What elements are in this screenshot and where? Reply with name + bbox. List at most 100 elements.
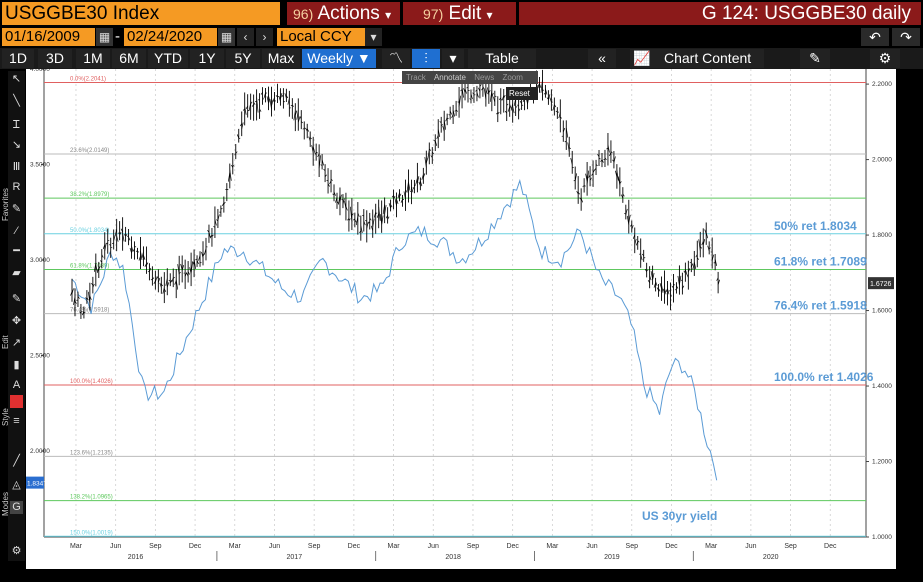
ohlc-open-tick [138, 255, 141, 261]
grid-mode-icon[interactable]: G [10, 501, 23, 514]
ohlc-open-tick [153, 280, 156, 285]
ohlc-close-tick [560, 116, 563, 119]
ohlc-close-tick [235, 151, 238, 154]
edit-tool-icon[interactable]: ✎ [11, 293, 22, 305]
line-tool-icon[interactable]: ╲ [13, 95, 20, 107]
date-separator: - [115, 28, 120, 45]
eraser-icon[interactable]: ▮ [13, 359, 20, 371]
range-ytd[interactable]: YTD [148, 49, 188, 68]
reset-button[interactable]: Reset [506, 87, 538, 100]
track-tool[interactable]: Track [406, 73, 426, 82]
fib-level-label: 138.2%(1.0965) [70, 495, 113, 501]
ohlc-close-tick [554, 104, 557, 108]
ohlc-close-tick [640, 254, 643, 261]
ohlc-close-tick [214, 219, 217, 226]
fibonacci-icon[interactable]: Ⅲ [12, 161, 21, 173]
range-3d[interactable]: 3D [38, 49, 72, 68]
redo-icon[interactable]: ↷ [892, 28, 920, 46]
hline-icon[interactable]: ━ [13, 245, 20, 257]
ticker-field[interactable]: USGGBE30 Index [2, 2, 280, 25]
ohlc-close-tick [565, 127, 569, 138]
left-tick-label: 4.0000 [30, 69, 50, 73]
ohlc-open-tick [418, 181, 421, 186]
ohlc-close-tick [482, 86, 485, 90]
ohlc-open-tick [454, 110, 457, 112]
retracement-annotation: US 30yr yield [642, 509, 717, 523]
ohlc-open-tick [382, 204, 385, 215]
annotate-tool[interactable]: Annotate [433, 73, 466, 82]
settings-icon[interactable]: ⚙ [11, 545, 22, 557]
zoom-mode-icon[interactable]: ╱ [13, 455, 20, 467]
range-1d[interactable]: 1D [2, 49, 34, 68]
edit-menu[interactable]: 97) Edit ▾ [403, 2, 516, 25]
ohlc-close-tick [408, 181, 411, 191]
arrow-tool-icon[interactable]: ↘ [11, 139, 22, 151]
prev-arrow-icon[interactable]: ‹ [237, 28, 254, 46]
ohlc-close-tick [187, 271, 190, 275]
chart-plot[interactable]: Mar Jun Sep Dec Mar Jun Sep Dec Mar Jun Sep Dec Mar J… [26, 69, 896, 569]
start-date-field[interactable]: 01/16/2009 [2, 28, 95, 46]
ohlc-close-tick [399, 193, 402, 197]
ohlc-close-tick [306, 128, 310, 132]
actions-menu[interactable]: 96) Actions ▾ [287, 2, 400, 25]
ohlc-open-tick [704, 229, 707, 234]
zoom-tool[interactable]: Zoom [502, 73, 523, 82]
ohlc-open-tick [222, 202, 225, 206]
x-tick-label: Mar [546, 543, 559, 550]
table-button[interactable]: Table [468, 49, 536, 68]
color-swatch[interactable] [10, 395, 23, 408]
chart-content-icon[interactable]: 📈 [630, 49, 654, 68]
currency-select[interactable]: Local CCY [277, 28, 365, 46]
ohlc-open-tick [317, 153, 320, 158]
text-tool-icon[interactable]: Ꮖ [12, 119, 21, 131]
brush-icon[interactable]: ⁄ [15, 225, 18, 237]
ohlc-close-tick [682, 285, 685, 289]
ohlc-open-tick [579, 197, 582, 200]
x-tick-label: Dec [348, 543, 361, 550]
range-max[interactable]: Max [262, 49, 300, 68]
line-chart-icon[interactable]: 〽 [382, 49, 410, 68]
ohlc-close-tick [113, 235, 116, 241]
calendar-icon[interactable]: ▦ [218, 28, 235, 46]
ohlc-open-tick [484, 88, 487, 100]
ohlc-open-tick [558, 112, 561, 119]
ohlc-open-tick [662, 288, 665, 293]
gear-icon[interactable]: ⚙ [870, 49, 900, 68]
ohlc-close-tick [324, 174, 327, 177]
move-icon[interactable]: ✥ [11, 315, 22, 327]
chevron-down-icon[interactable]: ▾ [442, 49, 464, 68]
calendar-icon[interactable]: ▦ [96, 28, 113, 46]
end-date-field[interactable]: 02/24/2020 [124, 28, 217, 46]
pan-mode-icon[interactable]: ◬ [12, 479, 21, 491]
bar-chart-icon[interactable]: ⫶ [412, 49, 440, 68]
range-1m[interactable]: 1M [76, 49, 110, 68]
ohlc-close-tick [301, 121, 303, 124]
fib-level-label: 123.6%(1.2135) [70, 450, 113, 456]
ohlc-open-tick [359, 230, 362, 233]
frequency-select[interactable]: Weekly ▼ [302, 49, 376, 68]
chevron-down-icon[interactable]: ▾ [365, 28, 382, 46]
font-icon[interactable]: A [12, 379, 21, 391]
next-arrow-icon[interactable]: › [256, 28, 273, 46]
rect-tool-icon[interactable]: R [12, 181, 21, 193]
ohlc-open-tick [156, 276, 159, 280]
collapse-icon[interactable]: « [588, 49, 616, 68]
edit-pencil-icon[interactable]: ✎ [800, 49, 830, 68]
ohlc-close-tick [259, 108, 262, 112]
ohlc-open-tick [507, 106, 511, 112]
chart-content-button[interactable]: Chart Content [654, 49, 764, 68]
ohlc-open-tick [287, 98, 290, 105]
ohlc-close-tick [294, 110, 298, 116]
pencil-icon[interactable]: ✎ [11, 203, 22, 215]
range-6m[interactable]: 6M [112, 49, 146, 68]
undo-icon[interactable]: ↶ [861, 28, 889, 46]
ohlc-open-tick [174, 280, 177, 285]
crosshair-icon[interactable]: ↗ [11, 337, 22, 349]
news-tool[interactable]: News [474, 73, 495, 82]
cursor-icon[interactable]: ↖ [11, 73, 22, 85]
range-1y[interactable]: 1Y [190, 49, 224, 68]
channel-icon[interactable]: ▰ [12, 267, 21, 279]
line-style-icon[interactable]: ≡ [13, 415, 20, 427]
range-5y[interactable]: 5Y [226, 49, 260, 68]
ohlc-close-tick [414, 184, 417, 187]
